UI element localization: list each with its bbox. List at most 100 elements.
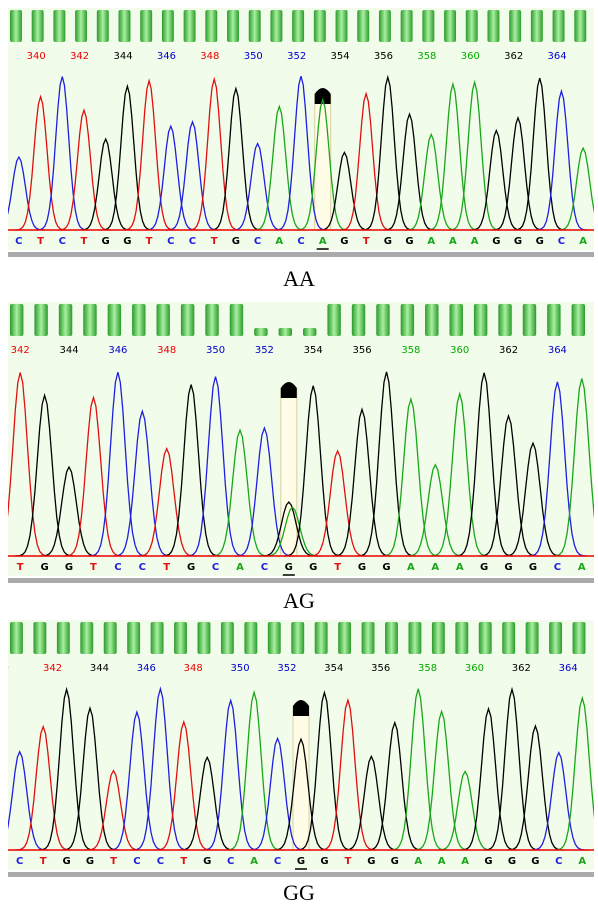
position-label: 352 [277,663,296,674]
scroll-bar [8,872,594,877]
base-call: G [41,562,49,573]
position-label: 354 [304,345,323,356]
highlight-column [281,388,297,556]
base-call: A [427,236,435,247]
base-call: G [123,236,131,247]
base-call: C [15,236,22,247]
quality-bar [327,304,340,336]
position-label: 342 [70,51,89,62]
quality-bar [553,10,565,42]
quality-bar [385,622,398,654]
base-call: G [384,236,392,247]
base-call: G [297,856,305,867]
base-call: T [81,236,88,247]
quality-bar [498,304,511,336]
position-label: 362 [499,345,518,356]
chromatogram-panel: 0342344346348350352354356358360362364CTG… [8,620,594,882]
quality-bar [479,622,492,654]
base-call: G [65,562,73,573]
base-call: G [391,856,399,867]
position-label: 350 [231,663,250,674]
base-call: G [320,856,328,867]
quality-bar [291,622,304,654]
quality-bar [376,304,389,336]
quality-bar [292,10,304,42]
trace-background [8,302,594,576]
quality-bar [221,622,234,654]
quality-bar [10,622,23,654]
base-call: A [431,562,439,573]
quality-bar [336,10,348,42]
quality-bar [227,10,239,42]
quality-bar [352,304,365,336]
base-call: G [367,856,375,867]
base-call: G [480,562,488,573]
quality-bar [303,328,316,336]
position-label: 358 [418,663,437,674]
quality-bar [184,10,196,42]
position-label: 352 [255,345,274,356]
quality-bar [230,304,243,336]
base-call: G [504,562,512,573]
position-label: 346 [108,345,127,356]
chromatogram: 342344346348350352354356358360362364TGGT… [8,302,594,588]
base-call: T [110,856,117,867]
base-call: A [471,236,479,247]
position-label: 362 [504,51,523,62]
base-call: C [114,562,121,573]
base-call: C [133,856,140,867]
base-call: C [212,562,219,573]
position-label: 346 [157,51,176,62]
base-call: G [203,856,211,867]
base-call: C [261,562,268,573]
position-label: 344 [59,345,78,356]
base-call: T [146,236,153,247]
quality-bar [97,10,109,42]
base-call: G [102,236,110,247]
base-call: G [62,856,70,867]
base-call: C [227,856,234,867]
quality-bar [474,304,487,336]
base-call: G [382,562,390,573]
base-call: C [139,562,146,573]
quality-bar [181,304,194,336]
quality-bar [379,10,391,42]
base-call: A [461,856,469,867]
quality-bar [549,622,562,654]
position-label: 356 [374,51,393,62]
genotype-label: GG [0,880,598,906]
genotype-label: AA [0,266,598,292]
base-call: T [211,236,218,247]
base-call: T [180,856,187,867]
base-call: A [578,856,586,867]
quality-bar [315,622,328,654]
base-call: G [514,236,522,247]
quality-bar [53,10,65,42]
quality-bar [432,622,445,654]
quality-bar [455,622,468,654]
position-label: 348 [184,663,203,674]
position-label: 344 [90,663,109,674]
base-call: G [405,236,413,247]
base-call: A [319,236,327,247]
base-call: G [358,562,366,573]
position-label: 348 [157,345,176,356]
quality-bar [80,622,93,654]
base-call: T [163,562,170,573]
base-call: C [167,236,174,247]
scroll-bar [8,578,594,583]
base-call: C [558,236,565,247]
quality-bar [157,304,170,336]
position-label: 364 [548,345,567,356]
quality-bar [279,328,292,336]
base-call: A [438,856,446,867]
quality-bar [573,622,586,654]
position-label: 342 [43,663,62,674]
position-label: 0 [8,663,9,674]
position-label: 340 [27,51,46,62]
quality-bar [162,10,174,42]
base-call: A [407,562,415,573]
base-call: C [189,236,196,247]
